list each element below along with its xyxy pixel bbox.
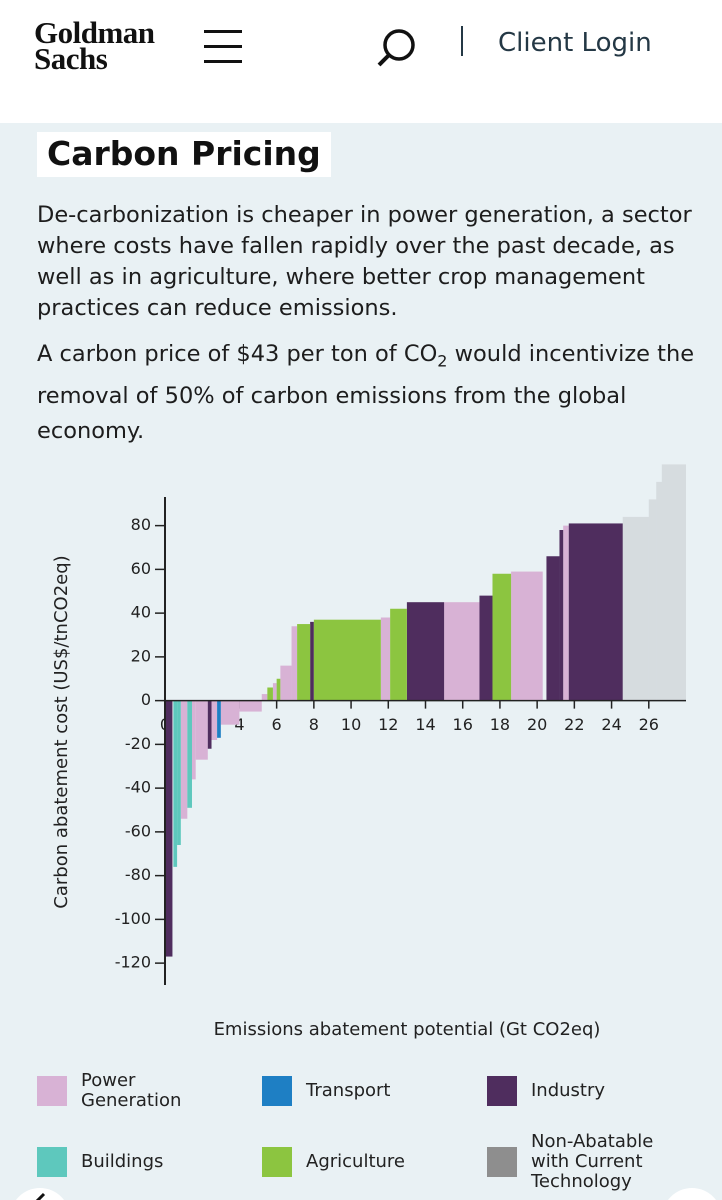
paragraph: De-carbonization is cheaper in power gen… xyxy=(37,202,692,321)
menu-icon[interactable] xyxy=(200,28,246,66)
x-tick-label: 18 xyxy=(490,715,510,734)
article-title: Carbon Pricing xyxy=(37,132,331,177)
y-tick-label: -20 xyxy=(125,734,151,753)
y-tick-label: 20 xyxy=(131,646,151,665)
legend-label: Transport xyxy=(306,1080,391,1101)
x-tick-label: 20 xyxy=(527,715,547,734)
legend-swatch xyxy=(487,1076,517,1106)
y-tick-label: -100 xyxy=(115,909,151,928)
bar xyxy=(291,626,298,701)
x-tick-label: 22 xyxy=(564,715,584,734)
bar xyxy=(165,700,173,957)
bar xyxy=(380,617,391,701)
divider xyxy=(461,26,463,56)
y-tick-label: 40 xyxy=(131,603,151,622)
x-tick-label: 14 xyxy=(415,715,435,734)
paragraph: A carbon price of $43 per ton of CO2 wou… xyxy=(37,337,697,449)
bar xyxy=(280,665,292,701)
bar xyxy=(310,621,314,701)
y-tick-label: -40 xyxy=(125,778,151,797)
x-tick-label: 12 xyxy=(378,715,398,734)
bar xyxy=(187,700,192,808)
legend-swatch xyxy=(262,1076,292,1106)
next-button[interactable] xyxy=(662,1188,722,1200)
bar xyxy=(180,700,188,819)
logo-line: Sachs xyxy=(34,41,108,76)
y-tick-label: 80 xyxy=(131,515,151,534)
bar xyxy=(669,464,686,701)
legend-swatch xyxy=(262,1147,292,1177)
subscript: 2 xyxy=(437,351,448,371)
y-tick-label: 60 xyxy=(131,559,151,578)
bar xyxy=(559,530,564,701)
bar xyxy=(313,619,381,701)
bar xyxy=(276,678,281,701)
chart: -120-100-80-60-40-2002040608002468101214… xyxy=(51,464,686,1040)
bar xyxy=(239,700,262,712)
bar xyxy=(390,608,407,701)
bar xyxy=(546,556,560,701)
y-tick-label: -60 xyxy=(125,821,151,840)
bar xyxy=(211,700,218,740)
x-tick-label: 8 xyxy=(309,715,319,734)
search-icon[interactable] xyxy=(374,26,420,70)
x-axis-label: Emissions abatement potential (Gt CO2eq) xyxy=(214,1019,601,1040)
client-login[interactable]: Client Login xyxy=(498,28,652,58)
x-tick-label: 24 xyxy=(601,715,621,734)
bar xyxy=(656,481,662,701)
x-tick-label: 26 xyxy=(639,715,659,734)
bar xyxy=(444,602,480,701)
y-axis-label: Carbon abatement cost (US$/tnCO2eq) xyxy=(51,555,72,908)
bar xyxy=(406,602,445,701)
legend-swatch xyxy=(487,1147,517,1177)
bar xyxy=(220,700,240,725)
bar xyxy=(661,464,670,701)
bar xyxy=(261,694,268,701)
legend-label: Non-Abatable with Current Technology xyxy=(531,1131,654,1192)
bar xyxy=(191,700,196,780)
bar xyxy=(297,624,311,701)
legend-label: Power Generation xyxy=(81,1070,182,1111)
y-tick-label: 0 xyxy=(141,690,151,709)
legend-label: Agriculture xyxy=(306,1151,405,1172)
legend-swatch xyxy=(37,1147,67,1177)
header: Goldman Sachs Client Login xyxy=(0,0,722,123)
legend-swatch xyxy=(37,1076,67,1106)
bar xyxy=(479,595,493,701)
bar xyxy=(177,700,181,845)
x-tick-label: 16 xyxy=(453,715,473,734)
text: A carbon price of $43 per ton of CO xyxy=(37,341,438,367)
y-tick-label: -80 xyxy=(125,865,151,884)
bar xyxy=(511,571,543,701)
bar xyxy=(195,700,208,760)
logo-line: Goldman xyxy=(34,15,155,50)
bar xyxy=(648,499,657,701)
logo[interactable]: Goldman Sachs xyxy=(34,15,155,76)
carousel-controls xyxy=(10,1188,722,1200)
bar xyxy=(207,700,212,749)
y-tick-label: -120 xyxy=(115,953,151,972)
bar xyxy=(217,700,221,738)
x-tick-label: 6 xyxy=(272,715,282,734)
bar xyxy=(563,525,569,701)
bar xyxy=(622,516,649,701)
x-tick-label: 10 xyxy=(341,715,361,734)
legend-label: Buildings xyxy=(81,1151,164,1172)
text: would incentivize the removal of 50% of … xyxy=(37,341,695,444)
bar xyxy=(173,700,178,867)
legend-label: Industry xyxy=(531,1080,606,1101)
prev-button[interactable] xyxy=(10,1188,70,1200)
bar xyxy=(267,687,273,701)
bar xyxy=(492,573,512,701)
bar xyxy=(272,683,277,701)
bar xyxy=(568,523,623,701)
